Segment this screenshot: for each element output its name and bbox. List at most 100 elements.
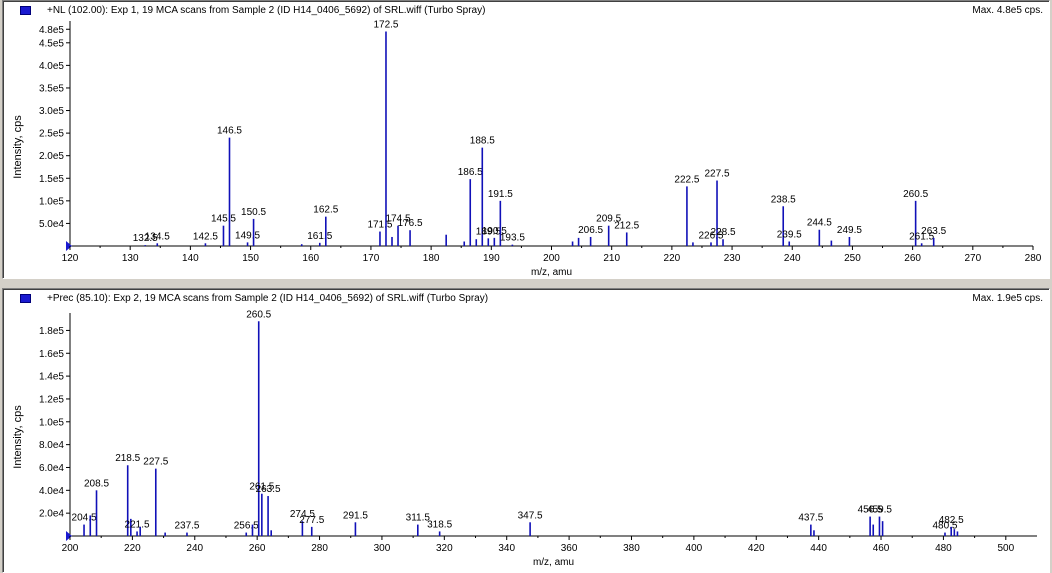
x-tick-label: 460 (873, 543, 890, 554)
x-tick-label: 320 (436, 543, 453, 554)
peak-label: 193.5 (500, 233, 525, 244)
x-tick-label: 400 (686, 543, 703, 554)
x-tick-label: 230 (724, 253, 741, 264)
y-tick-label: 4.8e5 (39, 25, 64, 36)
peak-label: 482.5 (939, 515, 964, 526)
peak-label: 459.5 (867, 505, 892, 516)
peak-label: 226.5 (698, 230, 723, 241)
y-axis-label: Intensity, cps (12, 405, 24, 469)
pane-title: +Prec (85.10): Exp 2, 19 MCA scans from … (47, 293, 489, 304)
pane-header: +Prec (85.10): Exp 2, 19 MCA scans from … (3, 291, 1049, 307)
peak-label: 161.5 (307, 231, 332, 242)
peak-label: 311.5 (406, 513, 431, 524)
y-tick-label: 1.4e5 (39, 372, 64, 383)
max-intensity-label: Max. 4.8e5 cps. (972, 5, 1043, 16)
max-intensity-label: Max. 1.9e5 cps. (972, 293, 1043, 304)
peak-label: 174.5 (386, 214, 411, 225)
x-tick-label: 200 (543, 253, 560, 264)
baseline-marker-icon (66, 241, 72, 251)
x-tick-label: 170 (363, 253, 380, 264)
x-tick-label: 240 (186, 543, 203, 554)
x-tick-label: 380 (623, 543, 640, 554)
x-tick-label: 130 (122, 253, 139, 264)
peak-label: 191.5 (488, 189, 513, 200)
peak-label: 244.5 (807, 218, 832, 229)
y-tick-label: 3.0e5 (39, 106, 64, 117)
peak-label: 437.5 (798, 513, 823, 524)
peak-label: 228.5 (711, 227, 736, 238)
x-tick-label: 150 (242, 253, 259, 264)
y-tick-label: 8.0e4 (39, 440, 64, 451)
x-tick-label: 300 (374, 543, 391, 554)
peak-label: 263.5 (921, 226, 946, 237)
spectrum-plot-nl[interactable]: 120 130 140 150 160 170 180 190 200 210 220 230 240 2… (3, 1, 1049, 278)
x-tick-label: 260 (904, 253, 921, 264)
peak-label: 347.5 (518, 510, 543, 521)
x-tick-label: 240 (784, 253, 801, 264)
y-tick-label: 1.0e5 (39, 196, 64, 207)
y-tick-label: 3.5e5 (39, 83, 64, 94)
peak-label: 162.5 (313, 205, 338, 216)
y-tick-label: 1.2e5 (39, 394, 64, 405)
peak-label: 134.5 (145, 231, 170, 242)
x-tick-label: 500 (997, 543, 1014, 554)
peak-label: 176.5 (398, 218, 423, 229)
peak-label: 206.5 (578, 225, 603, 236)
peak-label: 256.5 (234, 521, 259, 532)
peak-label: 172.5 (373, 20, 398, 31)
x-tick-label: 200 (62, 543, 79, 554)
peak-label: 237.5 (174, 521, 199, 532)
peak-label: 238.5 (771, 194, 796, 205)
x-axis-label: m/z, amu (533, 557, 574, 568)
x-tick-label: 220 (124, 543, 141, 554)
series-color-swatch (20, 294, 31, 303)
spectrum-plot-prec[interactable]: 200 220 240 260 280 300 320 340 360 380 400 420 440 4… (3, 289, 1049, 572)
peak-label: 260.5 (903, 189, 928, 200)
x-tick-label: 360 (561, 543, 578, 554)
peak-label: 188.5 (470, 136, 495, 147)
y-tick-label: 5.0e4 (39, 219, 64, 230)
peak-label: 261.5 (909, 231, 934, 242)
y-tick-label: 1.6e5 (39, 349, 64, 360)
peak-label: 218.5 (115, 453, 140, 464)
y-tick-label: 2.0e4 (39, 509, 64, 520)
peak-label: 239.5 (777, 229, 802, 240)
x-tick-label: 440 (810, 543, 827, 554)
x-tick-label: 140 (182, 253, 199, 264)
x-tick-label: 120 (62, 253, 79, 264)
spectrum-pane-nl: +NL (102.00): Exp 1, 19 MCA scans from S… (2, 0, 1050, 279)
peak-label: 204.5 (72, 513, 97, 524)
y-tick-label: 2.0e5 (39, 151, 64, 162)
pane-header: +NL (102.00): Exp 1, 19 MCA scans from S… (3, 3, 1049, 19)
peak-label: 145.5 (211, 214, 236, 225)
y-tick-label: 4.0e5 (39, 61, 64, 72)
x-tick-label: 220 (664, 253, 681, 264)
x-tick-label: 250 (844, 253, 861, 264)
peak-label: 142.5 (193, 231, 218, 242)
peak-label: 150.5 (241, 207, 266, 218)
peak-label: 221.5 (125, 519, 150, 530)
x-tick-label: 340 (498, 543, 515, 554)
peak-label: 227.5 (705, 169, 730, 180)
x-tick-label: 180 (423, 253, 440, 264)
x-tick-label: 270 (964, 253, 981, 264)
x-axis-label: m/z, amu (531, 267, 572, 278)
peak-label: 189.5 (476, 226, 501, 237)
peak-label: 190.5 (482, 226, 507, 237)
peak-label: 227.5 (143, 457, 168, 468)
peak-label: 149.5 (235, 230, 260, 241)
peak-label: 261.5 (249, 482, 274, 493)
peak-label: 456.5 (858, 505, 883, 516)
series-color-swatch (20, 6, 31, 15)
x-tick-label: 280 (311, 543, 328, 554)
y-tick-label: 2.5e5 (39, 129, 64, 140)
peak-label: 277.5 (299, 515, 324, 526)
x-tick-label: 480 (935, 543, 952, 554)
peak-label: 263.5 (256, 484, 281, 495)
x-tick-label: 260 (249, 543, 266, 554)
peak-label: 209.5 (596, 214, 621, 225)
x-tick-label: 160 (302, 253, 319, 264)
x-tick-label: 210 (603, 253, 620, 264)
peak-label: 249.5 (837, 225, 862, 236)
baseline-marker-icon (66, 531, 72, 541)
